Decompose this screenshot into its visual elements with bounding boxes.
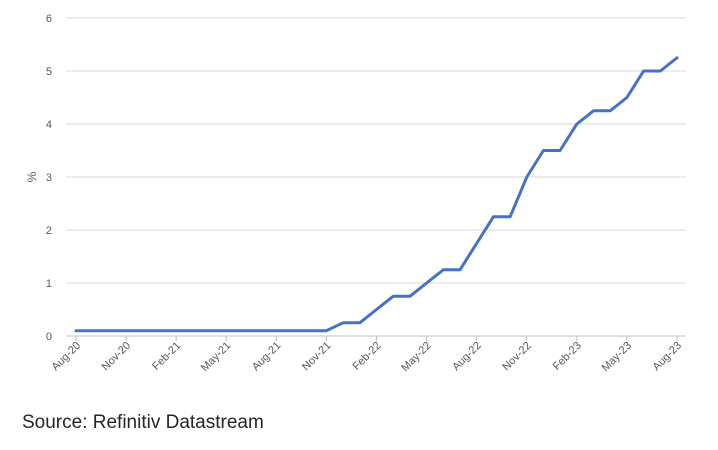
y-tick-label: 4: [46, 119, 52, 131]
y-tick-label: 0: [46, 331, 52, 343]
gridlines: [66, 17, 686, 337]
x-tick-label: Feb-21: [150, 340, 183, 373]
x-tick-label: Feb-22: [350, 340, 383, 373]
x-tick-label: Aug-20: [50, 340, 84, 374]
x-tick-label: May-23: [600, 340, 634, 374]
line-chart: 0 1 2 3 4 5 6 % Aug-20 Nov-20 Feb-21 May-21 Aug-21…: [25, 13, 686, 374]
y-tick-label: 2: [46, 225, 52, 237]
x-tick-label: Nov-22: [500, 340, 534, 374]
y-tick-label: 1: [46, 278, 52, 290]
x-axis: Aug-20 Nov-20 Feb-21 May-21 Aug-21 Nov-21 Feb-…: [50, 336, 685, 374]
x-tick-label: May-21: [199, 340, 233, 374]
series-line: [74, 56, 679, 333]
y-axis-title: %: [25, 171, 39, 182]
y-tick-label: 6: [46, 13, 52, 25]
x-tick-label: Aug-21: [250, 340, 284, 374]
source-note: Source: Refinitiv Datastream: [22, 412, 264, 433]
y-tick-label: 5: [46, 66, 52, 78]
series-layer: [74, 56, 679, 333]
x-tick-label: Feb-23: [551, 340, 584, 373]
x-tick-label: Nov-21: [300, 340, 334, 374]
y-axis: 0 1 2 3 4 5 6: [46, 13, 52, 343]
x-tick-label: Aug-22: [450, 340, 484, 374]
y-tick-label: 3: [46, 172, 52, 184]
x-tick-label: Aug-23: [651, 340, 685, 374]
x-tick-label: May-22: [399, 340, 433, 374]
x-tick-label: Nov-20: [100, 340, 134, 374]
